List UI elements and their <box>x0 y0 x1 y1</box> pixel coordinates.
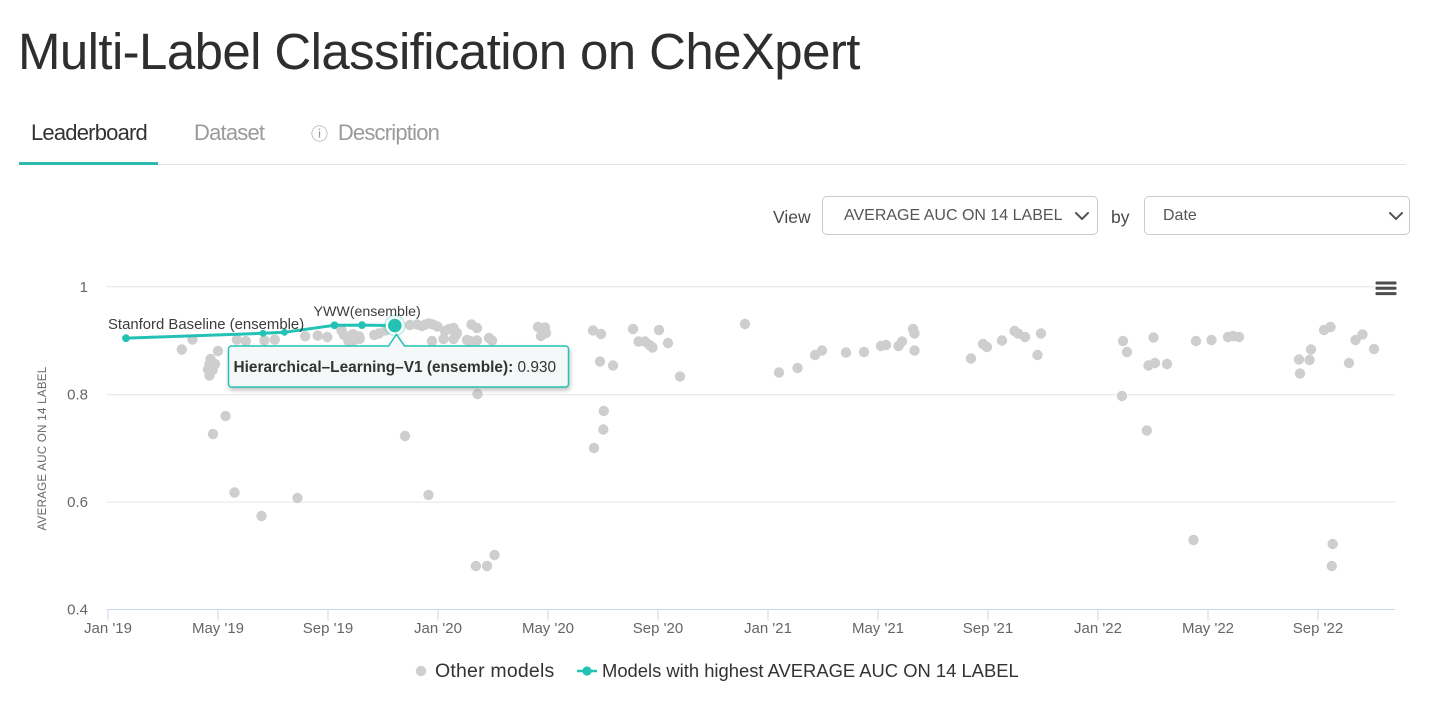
svg-text:Sep '20: Sep '20 <box>633 620 683 637</box>
svg-text:Jan '20: Jan '20 <box>414 620 462 637</box>
svg-text:Other models: Other models <box>435 660 554 682</box>
svg-text:Sep '21: Sep '21 <box>963 620 1013 637</box>
svg-text:0.4: 0.4 <box>67 602 88 619</box>
svg-text:1: 1 <box>80 279 88 296</box>
svg-text:Jan '21: Jan '21 <box>744 620 792 637</box>
svg-text:May '20: May '20 <box>522 620 574 637</box>
svg-text:AVERAGE AUC ON 14 LABEL: AVERAGE AUC ON 14 LABEL <box>37 366 49 530</box>
svg-text:0.6: 0.6 <box>67 494 88 511</box>
svg-text:May '19: May '19 <box>192 620 244 637</box>
svg-text:Stanford Baseline (ensemble): Stanford Baseline (ensemble) <box>108 317 304 333</box>
svg-text:May '22: May '22 <box>1182 620 1234 637</box>
svg-text:0.8: 0.8 <box>67 387 88 404</box>
svg-text:Jan '19: Jan '19 <box>84 620 132 637</box>
svg-text:Jan '22: Jan '22 <box>1074 620 1122 637</box>
svg-text:Hierarchical–Learning–V1 (ense: Hierarchical–Learning–V1 (ensemble): 0.9… <box>234 359 557 376</box>
svg-text:May '21: May '21 <box>852 620 904 637</box>
svg-text:Sep '19: Sep '19 <box>303 620 353 637</box>
svg-text:Models with highest AVERAGE AU: Models with highest AVERAGE AUC ON 14 LA… <box>602 660 1019 681</box>
svg-text:Sep '22: Sep '22 <box>1293 620 1343 637</box>
svg-text:YWW(ensemble): YWW(ensemble) <box>314 304 421 320</box>
